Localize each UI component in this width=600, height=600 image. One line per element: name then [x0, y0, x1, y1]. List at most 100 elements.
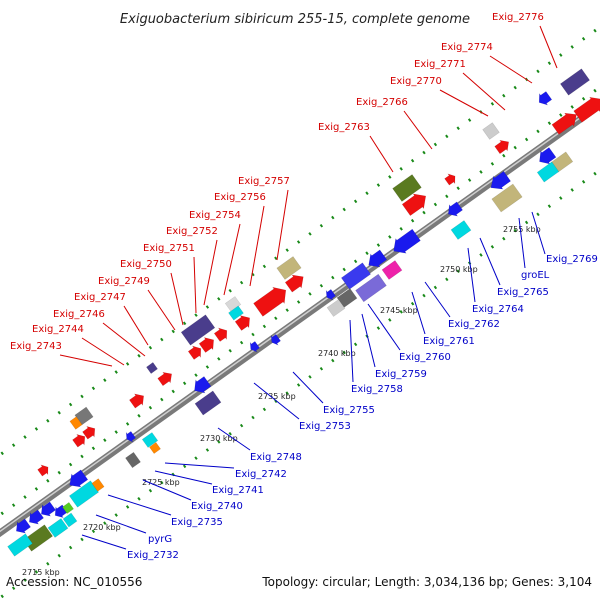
gene-feature[interactable] — [482, 122, 500, 140]
gene-feature[interactable] — [81, 423, 98, 441]
gene-feature[interactable] — [326, 299, 346, 317]
gene-feature[interactable] — [268, 333, 281, 347]
gene-feature[interactable] — [341, 262, 371, 290]
gene-feature[interactable] — [491, 183, 523, 213]
forward-gene-label[interactable]: Exig_2750 — [120, 259, 172, 270]
forward-gene-label[interactable]: Exig_2757 — [238, 176, 290, 187]
forward-gene-label[interactable]: Exig_2756 — [214, 192, 266, 203]
gene-feature[interactable] — [573, 92, 600, 124]
gene-feature[interactable] — [560, 68, 590, 96]
forward-gene-label[interactable]: Exig_2766 — [356, 97, 408, 108]
forward-gene-label[interactable]: Exig_2763 — [318, 122, 370, 133]
forward-gene-label[interactable]: Exig_2752 — [166, 226, 218, 237]
forward-gene-label[interactable]: Exig_2744 — [32, 324, 84, 335]
gene-feature[interactable] — [443, 171, 458, 187]
reverse-gene-label[interactable]: Exig_2742 — [235, 469, 287, 480]
gene-feature[interactable] — [69, 480, 99, 508]
forward-gene-label[interactable]: Exig_2754 — [189, 210, 241, 221]
gene-feature[interactable] — [450, 220, 472, 240]
gene-feature[interactable] — [486, 170, 512, 195]
gene-feature[interactable] — [535, 90, 553, 108]
label-leader-lines — [59, 25, 558, 550]
gene-feature[interactable] — [37, 500, 57, 520]
gene-feature[interactable] — [128, 390, 148, 410]
reverse-gene-label[interactable]: Exig_2765 — [497, 287, 549, 298]
forward-gene-label[interactable]: Exig_2749 — [98, 276, 150, 287]
forward-gene-label[interactable]: Exig_2770 — [390, 76, 442, 87]
gene-feature[interactable] — [190, 375, 212, 397]
reverse-gene-label[interactable]: Exig_2769 — [546, 254, 598, 265]
gene-feature[interactable] — [69, 416, 83, 430]
gene-feature[interactable] — [187, 343, 205, 361]
gene-feature[interactable] — [284, 270, 308, 293]
gene-feature[interactable] — [194, 390, 222, 416]
reverse-gene-label[interactable]: Exig_2735 — [171, 517, 223, 528]
gene-feature[interactable] — [12, 517, 32, 537]
gene-feature[interactable] — [141, 432, 159, 448]
gene-feature[interactable] — [125, 451, 141, 469]
gene-feature[interactable] — [7, 533, 33, 557]
reverse-gene-label[interactable]: Exig_2741 — [212, 485, 264, 496]
gene-feature[interactable] — [157, 369, 176, 388]
gene-feature[interactable] — [536, 161, 560, 183]
reverse-gene-label[interactable]: groEL — [521, 270, 550, 281]
gene-feature[interactable] — [65, 468, 89, 491]
gene-feature[interactable] — [444, 200, 464, 220]
gene-feature[interactable] — [25, 508, 45, 528]
gene-feature[interactable] — [228, 305, 244, 321]
gene-feature[interactable] — [36, 462, 51, 478]
reverse-gene-label[interactable]: Exig_2759 — [375, 369, 427, 380]
forward-gene-label[interactable]: Exig_2774 — [441, 42, 493, 53]
forward-gene-label[interactable]: Exig_2771 — [414, 59, 466, 70]
gene-feature[interactable] — [47, 518, 69, 538]
gene-feature[interactable] — [247, 340, 260, 354]
gene-feature[interactable] — [401, 189, 431, 218]
gene-feature[interactable] — [494, 137, 513, 156]
leader-line — [223, 223, 241, 296]
gene-feature[interactable] — [551, 108, 581, 136]
reverse-gene-label[interactable]: Exig_2748 — [250, 452, 302, 463]
gene-feature[interactable] — [91, 478, 105, 492]
gene-feature[interactable] — [62, 512, 78, 528]
reverse-gene-label[interactable]: Exig_2740 — [191, 501, 243, 512]
gene-feature[interactable] — [323, 288, 336, 302]
leader-line — [253, 382, 300, 420]
gene-feature[interactable] — [213, 325, 231, 343]
leader-line — [170, 272, 184, 326]
gene-feature[interactable] — [252, 282, 291, 318]
leader-line — [154, 470, 213, 485]
reverse-gene-label[interactable]: Exig_2761 — [423, 336, 475, 347]
reverse-gene-label[interactable]: Exig_2760 — [399, 352, 451, 363]
reverse-gene-label[interactable]: Exig_2755 — [323, 405, 375, 416]
gene-feature[interactable] — [388, 228, 421, 259]
gene-feature[interactable] — [180, 314, 216, 346]
reverse-gene-label[interactable]: pyrG — [148, 534, 172, 545]
reverse-gene-label[interactable]: Exig_2762 — [448, 319, 500, 330]
gene-feature[interactable] — [149, 442, 161, 454]
gene-feature[interactable] — [355, 273, 387, 303]
gene-feature[interactable] — [224, 296, 242, 312]
reverse-gene-label[interactable]: Exig_2753 — [299, 421, 351, 432]
gene-feature[interactable] — [535, 146, 557, 168]
reverse-gene-label[interactable]: Exig_2732 — [127, 550, 179, 561]
gene-feature[interactable] — [392, 174, 422, 202]
gene-feature[interactable] — [123, 430, 136, 444]
forward-gene-label[interactable]: Exig_2776 — [492, 12, 544, 23]
reverse-gene-label[interactable]: Exig_2764 — [472, 304, 524, 315]
gene-feature[interactable] — [62, 502, 74, 514]
gene-feature[interactable] — [381, 260, 403, 280]
scale-tick-label: 2715 kbp — [22, 568, 60, 577]
forward-gene-label[interactable]: Exig_2747 — [74, 292, 126, 303]
forward-gene-label[interactable]: Exig_2751 — [143, 243, 195, 254]
forward-gene-label[interactable]: Exig_2743 — [10, 341, 62, 352]
gene-feature[interactable] — [364, 248, 388, 271]
forward-gene-label[interactable]: Exig_2746 — [53, 309, 105, 320]
gene-feature[interactable] — [198, 334, 218, 354]
gene-feature[interactable] — [71, 431, 88, 449]
tick-dot-track — [0, 85, 600, 517]
gene-feature[interactable] — [234, 312, 254, 332]
gene-feature[interactable] — [146, 362, 158, 374]
reverse-gene-label[interactable]: Exig_2758 — [351, 384, 403, 395]
gene-feature[interactable] — [276, 256, 302, 280]
